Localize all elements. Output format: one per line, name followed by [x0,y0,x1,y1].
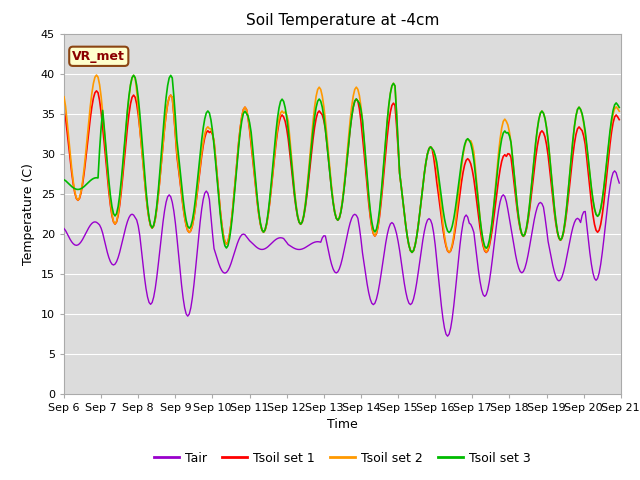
Tair [60,226,68,231]
Tair [616,180,623,186]
Tair [444,333,451,339]
X-axis label: Time: Time [327,418,358,431]
Tair [128,211,136,217]
Tsoil set 2 [60,94,68,100]
Tsoil set 2 [305,170,312,176]
Tsoil set 2 [616,108,623,114]
Tsoil set 1 [255,212,263,218]
Tair [244,236,252,241]
Tsoil set 1 [445,250,453,255]
Line: Tair: Tair [64,171,620,336]
Tsoil set 1 [227,221,235,227]
Tsoil set 3 [616,105,623,110]
Line: Tsoil set 1: Tsoil set 1 [64,91,620,252]
Tsoil set 1 [130,92,138,98]
Tsoil set 2 [246,125,253,131]
Tsoil set 1 [246,127,253,133]
Tsoil set 1 [60,107,68,113]
Tsoil set 1 [305,180,312,185]
Line: Tsoil set 2: Tsoil set 2 [64,75,620,252]
Tsoil set 2 [130,72,138,78]
Tsoil set 2 [93,72,100,78]
Y-axis label: Temperature (C): Temperature (C) [22,163,35,264]
Tsoil set 1 [616,117,623,122]
Tsoil set 1 [588,200,595,206]
Line: Tsoil set 3: Tsoil set 3 [64,75,620,252]
Tsoil set 3 [305,175,312,180]
Tair [586,250,594,256]
Legend: Tair, Tsoil set 1, Tsoil set 2, Tsoil set 3: Tair, Tsoil set 1, Tsoil set 2, Tsoil se… [148,447,536,469]
Tsoil set 2 [255,212,263,217]
Tsoil set 3 [588,185,595,191]
Tsoil set 3 [255,210,263,216]
Tsoil set 3 [246,120,253,126]
Text: VR_met: VR_met [72,50,125,63]
Tsoil set 3 [60,177,68,183]
Tsoil set 3 [408,250,416,255]
Tsoil set 2 [588,186,595,192]
Tair [226,264,234,270]
Tair [303,244,310,250]
Tsoil set 3 [128,75,136,81]
Tsoil set 3 [130,72,138,78]
Tsoil set 3 [227,225,235,231]
Tsoil set 2 [227,221,235,227]
Tair [611,168,618,174]
Tsoil set 1 [93,88,100,94]
Tair [253,245,261,251]
Tsoil set 2 [408,250,416,255]
Title: Soil Temperature at -4cm: Soil Temperature at -4cm [246,13,439,28]
